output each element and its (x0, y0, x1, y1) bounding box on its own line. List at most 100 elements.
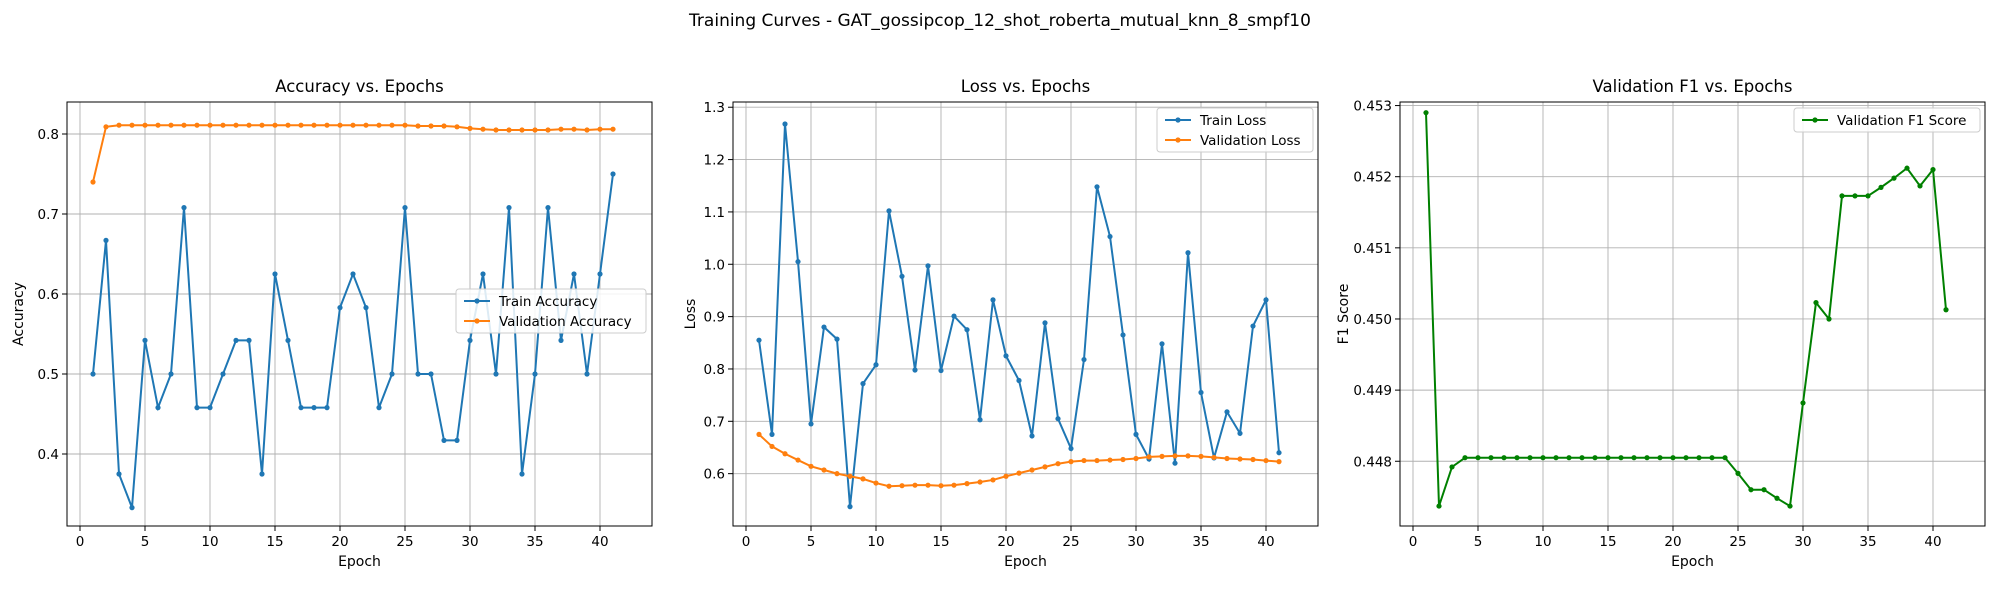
data-point (1904, 165, 1910, 171)
data-point (181, 205, 187, 211)
data-point (1527, 455, 1533, 461)
x-tick-label: 35 (1192, 534, 1209, 550)
data-point (376, 405, 382, 411)
y-tick-label: 0.448 (1353, 454, 1392, 470)
data-point (415, 123, 421, 129)
data-point (610, 126, 616, 132)
x-tick-label: 30 (461, 534, 478, 550)
data-point (1839, 193, 1845, 199)
data-point (376, 122, 382, 128)
data-point (1172, 460, 1178, 466)
x-tick-label: 25 (396, 534, 413, 550)
data-point (834, 336, 840, 342)
x-tick-label: 0 (1409, 534, 1418, 550)
data-point (925, 263, 931, 269)
data-point (1540, 455, 1546, 461)
y-tick-label: 0.7 (704, 414, 725, 430)
data-point (454, 437, 460, 443)
y-tick-label: 0.4 (38, 447, 59, 463)
data-point (116, 122, 122, 128)
data-point (951, 482, 957, 488)
data-point (1878, 184, 1884, 190)
data-point (1943, 307, 1949, 313)
data-point (480, 126, 486, 132)
data-point (467, 125, 473, 131)
data-point (155, 405, 161, 411)
legend-marker (1175, 137, 1181, 143)
data-point (1644, 455, 1650, 461)
panel-title: Validation F1 vs. Epochs (1593, 77, 1793, 96)
x-axis-label: Epoch (338, 554, 381, 570)
data-point (142, 122, 148, 128)
data-point (428, 123, 434, 129)
data-point (1081, 356, 1087, 363)
data-point (1263, 297, 1269, 303)
y-tick-label: 0.7 (38, 207, 59, 223)
data-point (1016, 377, 1022, 384)
legend: Validation F1 Score (1793, 107, 1981, 133)
data-point (168, 371, 174, 377)
data-point (493, 371, 499, 377)
data-point (103, 237, 109, 243)
data-point (402, 122, 408, 128)
data-point (389, 371, 395, 377)
legend-label: Validation Accuracy (499, 314, 632, 330)
data-point (1683, 455, 1689, 461)
x-tick-label: 0 (742, 534, 751, 550)
y-tick-label: 1.0 (704, 257, 725, 273)
data-point (1735, 470, 1741, 476)
x-tick-label: 25 (1062, 534, 1079, 550)
data-point (1003, 353, 1009, 359)
data-point (1237, 430, 1243, 436)
data-point (821, 324, 827, 330)
data-point (860, 476, 866, 482)
data-point (1263, 457, 1269, 464)
data-point (337, 305, 343, 311)
data-point (1172, 453, 1178, 459)
x-tick-label: 35 (526, 534, 543, 550)
data-point (938, 483, 944, 489)
data-point (389, 122, 395, 128)
legend-marker (1175, 117, 1181, 123)
x-tick-label: 15 (266, 534, 283, 550)
data-point (821, 467, 827, 473)
data-point (938, 367, 944, 374)
data-point (1488, 455, 1494, 461)
data-point (1250, 456, 1256, 463)
data-point (233, 337, 239, 343)
legend: Train Loss Validation Loss (1156, 107, 1314, 153)
data-point (610, 171, 616, 177)
data-point (220, 371, 226, 377)
data-point (584, 371, 590, 377)
data-point (1696, 455, 1702, 461)
data-point (103, 124, 109, 130)
data-point (1185, 453, 1191, 459)
y-tick-label: 1.1 (704, 205, 725, 221)
data-point (1670, 455, 1676, 461)
data-point (246, 337, 252, 343)
data-point (129, 505, 135, 511)
legend-label: Validation F1 Score (1837, 113, 1966, 129)
x-tick-label: 0 (76, 534, 85, 550)
data-point (532, 127, 538, 133)
data-point (402, 205, 408, 211)
x-tick-label: 10 (1534, 534, 1551, 550)
figure-suptitle: Training Curves - GAT_gossipcop_12_shot_… (688, 11, 1311, 31)
x-tick-label: 20 (1664, 534, 1681, 550)
data-point (756, 337, 762, 343)
x-axis-label: Epoch (1004, 554, 1047, 570)
data-point (1211, 454, 1217, 461)
data-point (1276, 459, 1282, 465)
data-point (1709, 455, 1715, 461)
y-tick-label: 0.6 (704, 467, 725, 483)
data-point (1237, 456, 1243, 462)
data-point (1016, 470, 1022, 476)
data-point (506, 127, 512, 133)
data-point (1826, 316, 1832, 322)
data-point (246, 122, 252, 128)
data-point (480, 271, 486, 277)
data-point (454, 124, 460, 130)
data-point (1514, 455, 1520, 461)
y-tick-label: 0.449 (1353, 383, 1392, 399)
y-axis-label: F1 Score (1336, 284, 1352, 345)
